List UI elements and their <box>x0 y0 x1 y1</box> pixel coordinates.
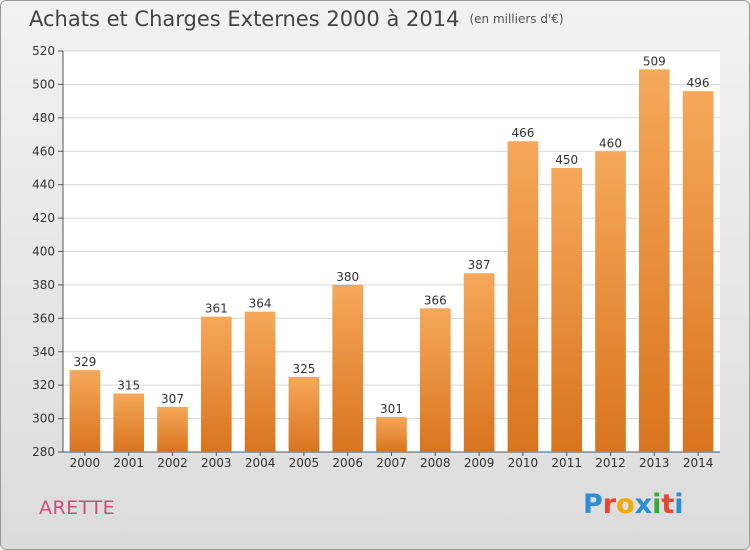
y-tick-label: 300 <box>32 412 55 426</box>
bar-2004 <box>244 311 276 452</box>
proxiti-logo: Proxiti <box>583 489 684 520</box>
y-tick-label: 320 <box>32 378 55 392</box>
bar-value-label: 301 <box>380 402 403 416</box>
x-tick-label: 2006 <box>332 456 363 470</box>
y-tick-label: 420 <box>32 211 55 225</box>
bar-2008 <box>419 308 451 452</box>
commune-name: ARETTE <box>39 497 116 519</box>
logo-letter: i <box>652 489 662 520</box>
bar-2009 <box>463 273 495 452</box>
bar-2010 <box>507 141 539 452</box>
x-tick-label: 2008 <box>420 456 451 470</box>
x-tick-label: 2005 <box>289 456 320 470</box>
logo-letter: r <box>602 489 617 520</box>
y-tick-label: 280 <box>32 445 55 459</box>
bar-2007 <box>376 416 407 452</box>
x-tick-label: 2003 <box>201 456 232 470</box>
bar-value-label: 325 <box>292 362 315 376</box>
logo-letter: i <box>674 489 684 520</box>
x-tick-label: 2000 <box>70 456 101 470</box>
chart-title-text: Achats et Charges Externes 2000 à 2014 <box>29 7 460 31</box>
y-tick-label: 400 <box>32 245 55 259</box>
logo-letter: t <box>661 489 675 520</box>
x-tick-label: 2014 <box>683 456 714 470</box>
bar-value-label: 366 <box>424 293 447 307</box>
x-tick-label: 2011 <box>551 456 582 470</box>
y-tick-label: 520 <box>32 44 55 58</box>
y-tick-label: 500 <box>32 77 55 91</box>
bar-value-label: 315 <box>117 379 140 393</box>
x-tick-label: 2010 <box>508 456 539 470</box>
chart-title: Achats et Charges Externes 2000 à 2014 (e… <box>29 7 564 31</box>
bar-value-label: 387 <box>468 258 491 272</box>
y-tick-label: 360 <box>32 311 55 325</box>
bar-value-label: 307 <box>161 392 184 406</box>
bar-value-label: 380 <box>336 270 359 284</box>
bar-value-label: 460 <box>599 136 622 150</box>
bar-value-label: 496 <box>687 76 710 90</box>
x-tick-label: 2013 <box>639 456 670 470</box>
x-tick-label: 2012 <box>595 456 626 470</box>
y-tick-label: 380 <box>32 278 55 292</box>
bar-2001 <box>113 393 145 452</box>
bar-2011 <box>551 167 583 453</box>
y-tick-label: 460 <box>32 144 55 158</box>
bar-2003 <box>200 316 232 452</box>
bar-2000 <box>69 370 101 452</box>
bar-value-label: 364 <box>249 297 272 311</box>
bar-value-label: 509 <box>643 54 666 68</box>
y-tick-label: 340 <box>32 345 55 359</box>
chart-subtitle: (en milliers d'€) <box>469 12 564 26</box>
bar-value-label: 450 <box>555 153 578 167</box>
x-tick-label: 2009 <box>464 456 495 470</box>
bar-value-label: 361 <box>205 302 228 316</box>
logo-letter: o <box>616 489 635 520</box>
bar-2006 <box>332 284 364 452</box>
bar-value-label: 329 <box>73 355 96 369</box>
logo-letter: P <box>583 489 603 520</box>
bar-2013 <box>638 69 670 453</box>
x-tick-label: 2002 <box>157 456 188 470</box>
bar-2014 <box>682 91 714 452</box>
x-tick-label: 2004 <box>245 456 276 470</box>
x-tick-label: 2007 <box>376 456 407 470</box>
y-tick-label: 440 <box>32 178 55 192</box>
x-tick-label: 2001 <box>113 456 144 470</box>
bar-2005 <box>288 376 320 452</box>
bar-2012 <box>595 151 626 452</box>
bar-2002 <box>157 406 188 452</box>
y-tick-label: 480 <box>32 111 55 125</box>
bar-value-label: 466 <box>511 126 534 140</box>
logo-letter: x <box>634 489 653 520</box>
